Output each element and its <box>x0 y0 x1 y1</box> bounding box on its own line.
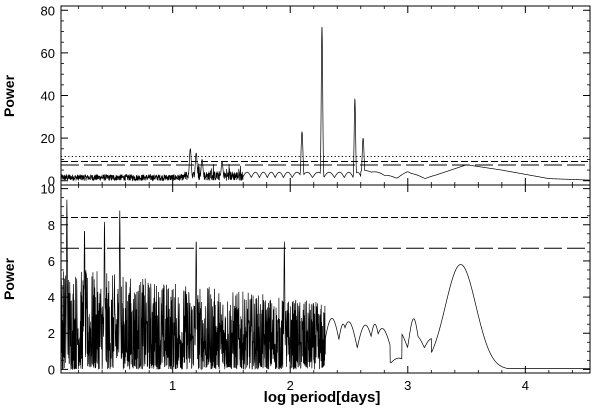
top-y-tick-label: 80 <box>41 3 55 18</box>
x-tick-label: 1 <box>169 378 176 393</box>
x-tick-label: 2 <box>287 378 294 393</box>
x-tick-label: 3 <box>404 378 411 393</box>
top-y-axis-label: Power <box>1 74 17 117</box>
top-y-tick-label: 0 <box>48 174 55 189</box>
bottom-power-line <box>61 199 590 371</box>
top-threshold-lines <box>61 155 590 166</box>
x-axis-label: log period[days] <box>264 389 381 406</box>
x-tick-label: 4 <box>522 378 529 393</box>
top-y-tick-label: 40 <box>41 89 55 104</box>
top-power-series <box>61 26 590 182</box>
top-plot-frame <box>60 5 591 186</box>
top-power-line <box>61 26 590 182</box>
bottom-power-series <box>61 199 590 371</box>
bottom-y-tick-label: 6 <box>48 254 55 269</box>
top-y-tick-label: 20 <box>41 131 55 146</box>
bottom-y-tick-label: 8 <box>48 218 55 233</box>
bottom-y-tick-label: 10 <box>41 182 55 197</box>
bottom-y-tick-label: 2 <box>48 326 55 341</box>
bottom-y-tick-label: 4 <box>48 290 55 305</box>
top-panel: 0 20 40 60 80 Power <box>1 3 591 189</box>
bottom-y-axis-label: Power <box>1 257 17 300</box>
bottom-threshold-lines <box>61 217 590 249</box>
bottom-y-tick-label: 0 <box>48 362 55 377</box>
top-axes: 0 20 40 60 80 <box>41 3 590 189</box>
top-y-tick-label: 60 <box>41 46 55 61</box>
